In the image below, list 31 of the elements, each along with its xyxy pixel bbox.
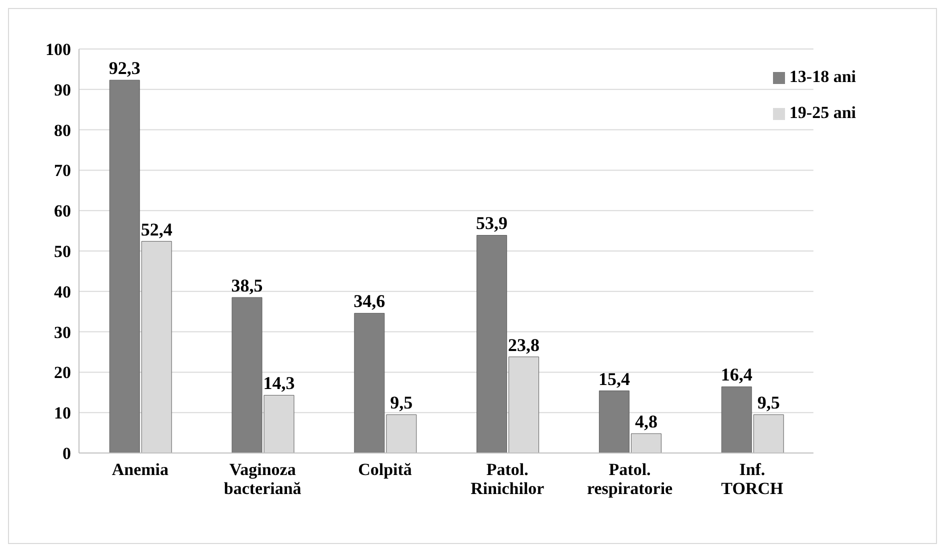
data-label: 34,6: [354, 291, 386, 312]
data-label: 53,9: [476, 213, 508, 234]
x-tick-label: Anemia: [112, 460, 170, 479]
data-label: 15,4: [598, 368, 630, 389]
data-label: 38,5: [231, 275, 263, 296]
x-tick-label: Vaginoza bacteriană: [224, 460, 302, 498]
y-tick-label: 60: [54, 202, 71, 221]
data-label: 4,8: [634, 412, 658, 432]
legend-label: 13-18 ani: [789, 67, 856, 86]
data-label: 9,5: [390, 392, 413, 413]
x-tick-label: Inf. TORCH: [721, 460, 784, 498]
y-tick-label: 0: [62, 444, 71, 464]
y-tick-label: 10: [54, 404, 71, 423]
y-tick-label: 90: [54, 80, 71, 100]
data-label: 9,5: [757, 392, 780, 413]
x-tick-label: Colpită: [358, 460, 412, 479]
x-tick-label: Patol. respiratorie: [587, 460, 674, 498]
y-tick-label: 100: [46, 40, 71, 60]
data-label: 16,4: [720, 364, 752, 385]
y-tick-label: 50: [54, 242, 71, 262]
data-label: 23,8: [508, 334, 540, 355]
y-tick-label: 20: [54, 363, 71, 382]
y-tick-label: 70: [54, 161, 71, 180]
y-tick-label: 40: [54, 282, 71, 302]
y-tick-label: 80: [54, 120, 71, 140]
x-tick-label: Patol. Rinichilor: [470, 460, 545, 498]
data-label: 52,4: [140, 219, 172, 240]
y-tick-label: 30: [54, 322, 71, 342]
data-label: 14,3: [263, 373, 295, 394]
legend-label: 19-25 ani: [789, 103, 856, 122]
data-label: 92,3: [108, 58, 140, 78]
